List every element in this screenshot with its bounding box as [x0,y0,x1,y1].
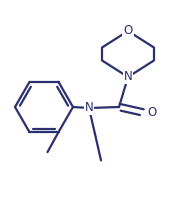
Text: N: N [85,102,93,114]
Text: O: O [123,25,133,38]
Text: N: N [124,71,132,84]
Text: O: O [147,106,156,119]
